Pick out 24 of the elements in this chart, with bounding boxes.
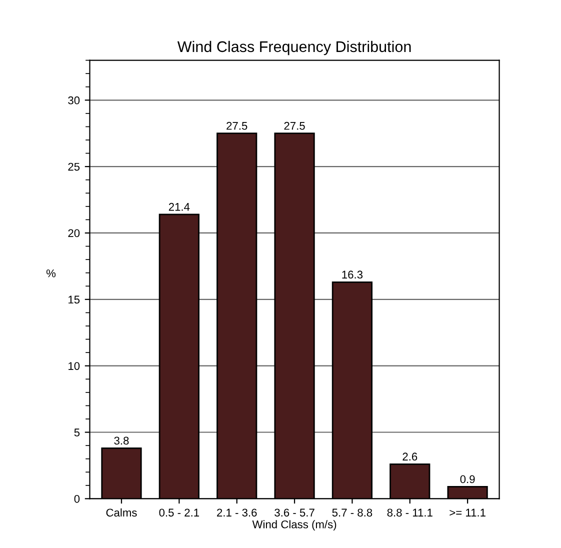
x-axis-title: Wind Class (m/s)	[252, 520, 336, 530]
data-label: 0.9	[460, 475, 475, 484]
data-label: 27.5	[284, 122, 305, 130]
x-tick-label: >= 11.1	[450, 508, 486, 516]
y-tick-label: 10	[68, 362, 80, 370]
x-tick-label: 5.7 - 8.8	[332, 508, 372, 517]
x-tick-label: Calms	[106, 508, 137, 517]
y-tick-label: 15	[68, 296, 80, 304]
y-axis-title: %	[46, 269, 56, 278]
y-tick-label: 30	[68, 96, 80, 104]
y-tick-label: 0	[74, 494, 80, 503]
data-label: 16.3	[342, 270, 363, 279]
y-tick-label: 20	[68, 229, 80, 238]
data-label: 3.8	[114, 436, 129, 445]
x-tick-label: 2.1 - 3.6	[217, 508, 257, 517]
data-label: 21.4	[168, 202, 190, 211]
y-tick-label: 5	[74, 428, 80, 436]
x-tick-label: 3.6 - 5.7	[274, 508, 314, 517]
data-label: 27.5	[226, 122, 248, 130]
chart-title: Wind Class Frequency Distribution	[177, 40, 411, 56]
y-tick-label: 25	[68, 162, 80, 171]
x-tick-label: 8.8 - 11.1	[387, 508, 432, 517]
data-label: 2.6	[402, 452, 418, 461]
x-tick-label: 0.5 - 2.1	[159, 508, 200, 517]
